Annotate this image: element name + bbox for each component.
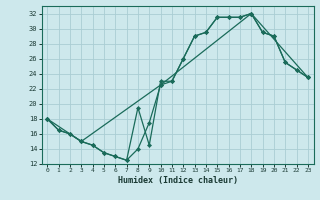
X-axis label: Humidex (Indice chaleur): Humidex (Indice chaleur) <box>118 176 237 185</box>
